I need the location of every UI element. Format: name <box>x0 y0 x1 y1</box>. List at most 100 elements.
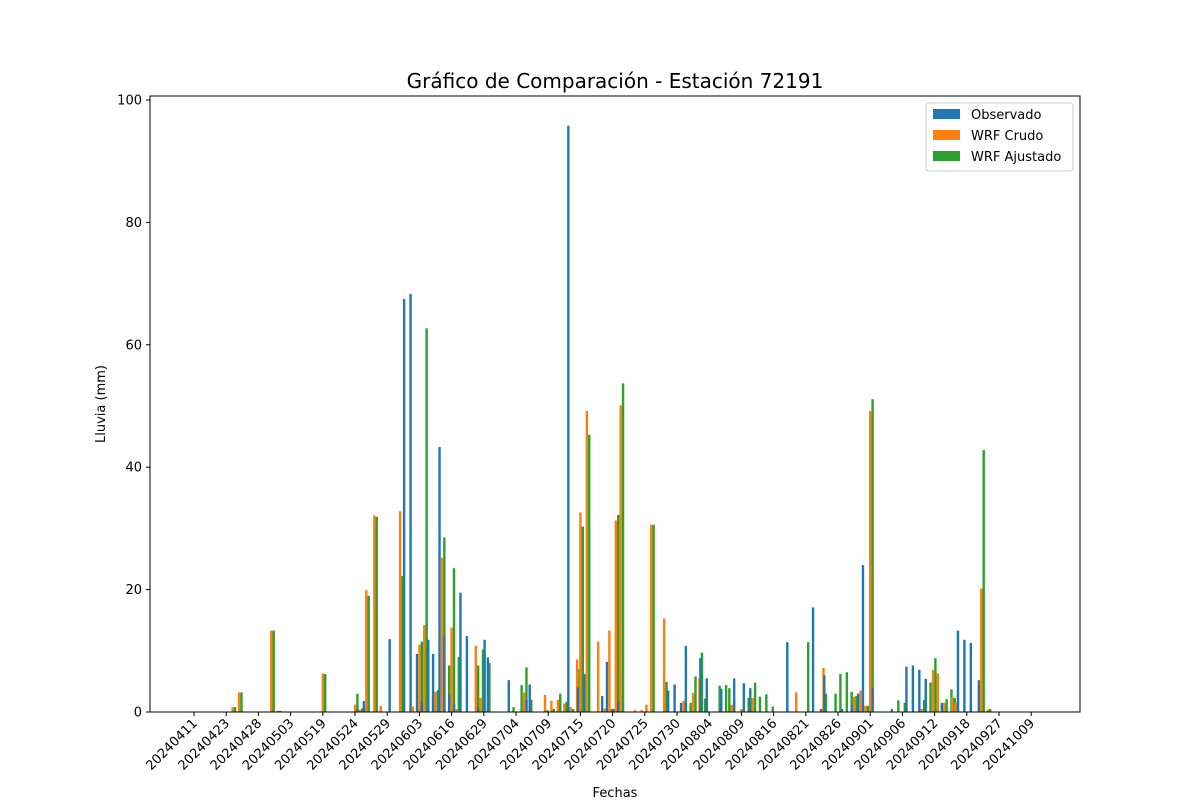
bar-ajust <box>839 674 842 712</box>
bar-crudo <box>614 520 618 712</box>
bar-crudo <box>869 410 872 712</box>
bar-obs <box>420 700 424 712</box>
bar-crudo <box>550 700 553 712</box>
bar-crudo <box>434 691 437 712</box>
bar-crudo <box>633 710 637 712</box>
bar-crudo <box>365 590 368 712</box>
bar-obs <box>840 708 844 712</box>
bar-crudo <box>619 405 622 712</box>
bar-crudo <box>579 512 582 712</box>
bar-crudo <box>373 515 376 712</box>
bar-obs <box>452 704 456 712</box>
bar-obs <box>977 680 981 712</box>
bar-ajust <box>988 708 992 712</box>
bar-ajust <box>530 699 533 712</box>
bar-crudo <box>951 697 954 712</box>
bar-obs <box>465 636 469 712</box>
bar-ajust <box>903 702 906 712</box>
y-tick-label: 20 <box>125 583 142 598</box>
bar-crudo <box>479 697 482 712</box>
bar-ajust <box>758 696 762 712</box>
bar-obs <box>567 125 570 712</box>
bar-crudo <box>237 692 241 712</box>
bar-ajust <box>703 698 707 712</box>
legend: Observado WRF Crudo WRF Ajustado <box>925 102 1074 172</box>
bar-ajust <box>324 674 327 712</box>
bar-ajust <box>765 694 768 712</box>
bar-ajust <box>401 576 404 712</box>
bar-ajust <box>771 706 774 712</box>
bar-ajust <box>689 702 692 712</box>
bar-obs <box>861 565 865 712</box>
bar-ajust <box>871 399 874 712</box>
bar-ajust <box>718 685 721 712</box>
legend-box <box>925 102 1074 172</box>
bar-ajust <box>552 708 556 712</box>
bar-crudo <box>954 702 957 712</box>
bar-obs <box>483 639 486 712</box>
bar-ajust <box>610 708 613 712</box>
bar-ajust <box>694 676 697 712</box>
bar-crudo <box>645 704 648 712</box>
bar-crudo <box>852 696 856 712</box>
bar-ajust <box>233 707 237 712</box>
bar-crudo <box>423 625 426 712</box>
bar-ajust <box>700 652 704 712</box>
legend-swatch-wrf-ajustado <box>933 151 960 161</box>
bar-crudo <box>751 697 754 712</box>
bar-crudo <box>859 690 862 712</box>
bar-crudo <box>650 524 653 712</box>
bar-obs <box>963 639 966 712</box>
bar-obs <box>409 294 412 712</box>
chart-title: Gráfico de Comparación - Estación 72191 <box>407 69 824 93</box>
bars-group <box>231 125 992 712</box>
bar-obs <box>459 592 462 712</box>
bar-ajust <box>588 434 591 712</box>
bar-ajust <box>512 707 515 712</box>
bar-ajust <box>824 693 828 712</box>
bar-ajust <box>724 685 728 712</box>
bar-ajust <box>855 696 858 712</box>
bar-obs <box>956 630 960 712</box>
bar-ajust <box>278 710 282 712</box>
bar-ajust <box>457 656 461 712</box>
bar-ajust <box>929 682 932 712</box>
bar-crudo <box>682 700 685 712</box>
bar-ajust <box>476 665 480 712</box>
bar-obs <box>666 690 670 712</box>
bar-obs <box>786 642 789 712</box>
bar-obs <box>525 699 528 712</box>
bar-obs <box>911 665 915 712</box>
bar-crudo <box>794 692 798 712</box>
bar-crudo <box>662 618 666 712</box>
bar-crudo <box>353 704 357 712</box>
bar-obs <box>583 674 586 712</box>
bar-crudo <box>864 705 867 712</box>
bar-obs <box>576 687 580 712</box>
bar-crudo <box>691 693 695 712</box>
bar-crudo <box>455 708 458 712</box>
bar-obs <box>749 688 752 712</box>
bar-obs <box>871 688 874 712</box>
bar-obs <box>362 700 366 712</box>
bar-obs <box>924 678 927 712</box>
bar-ajust <box>922 699 926 712</box>
bar-ajust <box>356 693 359 712</box>
bar-crudo <box>450 627 453 712</box>
bar-ajust <box>240 692 243 712</box>
bar-ajust <box>443 537 446 712</box>
bar-obs <box>673 684 676 712</box>
bar-crudo <box>936 673 940 712</box>
bar-crudo <box>986 709 989 712</box>
bar-ajust <box>753 682 757 712</box>
y-tick-label: 0 <box>134 706 142 721</box>
bar-crudo <box>276 710 279 712</box>
bar-obs <box>600 696 604 712</box>
x-axis-label: Fechas <box>593 786 638 800</box>
bar-ajust <box>945 699 948 712</box>
bar-ajust <box>420 641 423 712</box>
bar-crudo <box>640 710 643 712</box>
bar-ajust <box>581 526 584 712</box>
bar-crudo <box>740 708 743 712</box>
bar-obs <box>969 642 973 712</box>
